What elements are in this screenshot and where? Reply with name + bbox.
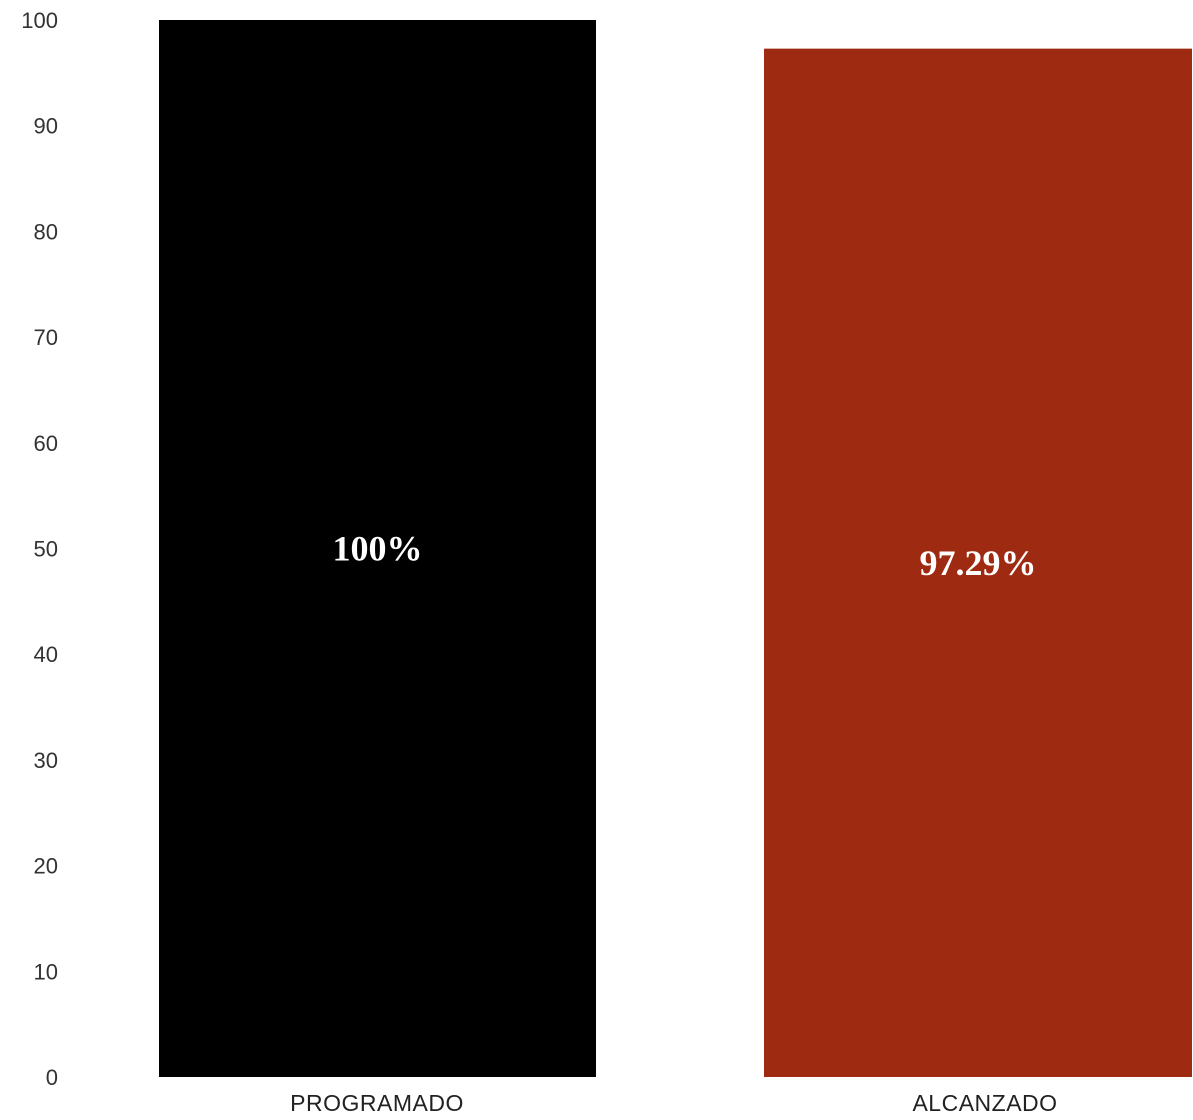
x-axis: PROGRAMADO ALCANZADO	[290, 1090, 1057, 1116]
y-tick-label: 60	[34, 431, 58, 456]
x-tick-label: ALCANZADO	[912, 1090, 1057, 1116]
bars	[159, 20, 1192, 1078]
y-tick-label: 30	[34, 748, 58, 773]
bar-programado	[159, 20, 596, 1077]
data-labels: 100% 97.29%	[333, 529, 1037, 583]
bar-alcanzado	[764, 48, 1192, 1078]
data-label: 100%	[333, 529, 423, 569]
y-tick-label: 10	[34, 959, 58, 984]
y-tick-label: 100	[21, 8, 58, 33]
y-tick-label: 40	[34, 642, 58, 667]
y-axis: 0 10 20 30 40 50 60 70 80 90 100	[21, 8, 58, 1090]
x-tick-label: PROGRAMADO	[290, 1090, 464, 1116]
y-tick-label: 90	[34, 114, 58, 139]
y-tick-label: 0	[46, 1065, 58, 1090]
y-tick-label: 50	[34, 537, 58, 562]
y-tick-label: 80	[34, 219, 58, 244]
y-tick-label: 70	[34, 325, 58, 350]
y-tick-label: 20	[34, 854, 58, 879]
data-label: 97.29%	[920, 543, 1037, 583]
